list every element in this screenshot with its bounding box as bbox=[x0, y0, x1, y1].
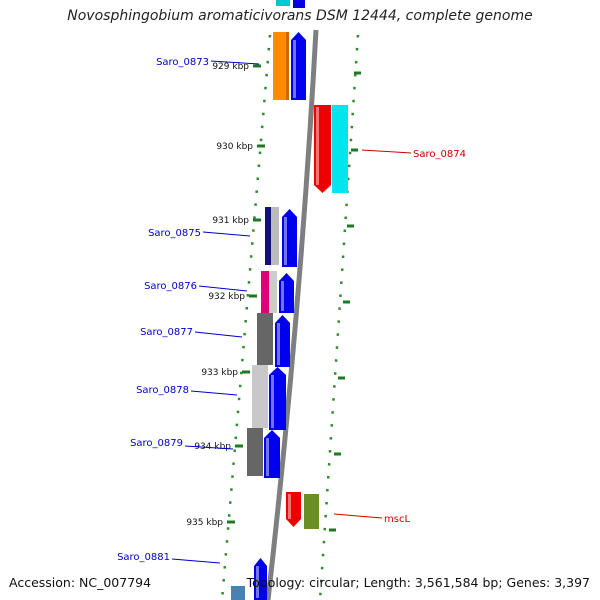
gene-label: Saro_0881 bbox=[117, 552, 170, 563]
gene-label: Saro_0873 bbox=[156, 57, 209, 68]
gene-arrow-0874 bbox=[314, 105, 331, 193]
gene-leader-line bbox=[202, 231, 251, 237]
gene-arrow-0879 bbox=[264, 430, 280, 478]
gene-leader-line bbox=[210, 60, 260, 65]
gene-leader-line bbox=[184, 445, 234, 450]
gene-block-0873-shade bbox=[286, 32, 289, 100]
gene-arrow-0876-shine bbox=[281, 281, 284, 311]
gene-arrow-0875 bbox=[282, 209, 297, 267]
kbp-tick-label: 933 kbp bbox=[201, 368, 238, 378]
kbp-tick-label: 935 kbp bbox=[186, 518, 223, 528]
gene-block-0873-orange bbox=[273, 32, 289, 100]
accession-text: Accession: NC_007794 bbox=[9, 575, 152, 590]
kbp-tick-label: 931 kbp bbox=[212, 216, 249, 226]
gene-arrow-mscl bbox=[286, 492, 301, 527]
gene-label: Saro_0874 bbox=[413, 149, 466, 160]
gene-leader-line bbox=[333, 513, 383, 519]
gene-block-0875-grey bbox=[271, 207, 279, 265]
gene-label: Saro_0876 bbox=[144, 281, 197, 292]
gene-leader-line bbox=[194, 331, 243, 338]
gene-arrow-0874-shine bbox=[316, 107, 319, 185]
gene-label: Saro_0878 bbox=[136, 385, 189, 396]
gene-block-0874-cyan bbox=[332, 105, 348, 193]
gene-arrow-0875-shine bbox=[284, 217, 287, 265]
gene-block-top-cyan bbox=[276, 0, 290, 6]
genome-summary-text: Topology: circular; Length: 3,561,584 bp… bbox=[246, 575, 590, 590]
gene-label: Saro_0875 bbox=[148, 228, 201, 239]
gene-block-mscl-olive bbox=[304, 494, 319, 529]
backbone-line bbox=[265, 29, 319, 600]
gene-block-0875-dark bbox=[265, 207, 271, 265]
gene-block-bottom-steel bbox=[231, 586, 245, 600]
kbp-tick-label: 934 kbp bbox=[194, 442, 231, 452]
kbp-tick-label: 929 kbp bbox=[212, 62, 249, 72]
gene-arrow-0873-shine bbox=[293, 40, 296, 98]
gene-arrow-0878-shine bbox=[271, 375, 274, 428]
gene-leader-line bbox=[171, 558, 221, 564]
gene-label: Saro_0877 bbox=[140, 327, 193, 338]
gene-block-0879-grey bbox=[247, 428, 263, 476]
gene-arrow-0873 bbox=[291, 32, 306, 100]
gene-arrow-0877-shine bbox=[277, 323, 280, 365]
gene-block-0876-grey bbox=[269, 271, 277, 313]
gene-leader-line bbox=[361, 149, 412, 154]
map-title: Novosphingobium aromaticivorans DSM 1244… bbox=[67, 8, 533, 24]
gene-arrow-mscl-shine bbox=[288, 494, 291, 519]
gene-arrow-0876 bbox=[279, 273, 294, 313]
gene-block-0877-grey bbox=[257, 313, 273, 365]
gene-block-0878-grey bbox=[252, 365, 268, 428]
gene-leader-line bbox=[198, 285, 248, 292]
gene-block-top-blue bbox=[293, 0, 305, 8]
gene-leader-line bbox=[190, 390, 238, 396]
gene-label: Saro_0879 bbox=[130, 438, 183, 449]
gene-arrow-0881 bbox=[254, 558, 267, 600]
kbp-tick-label: 932 kbp bbox=[208, 292, 245, 302]
gene-arrow-0877 bbox=[275, 315, 290, 367]
gene-block-0876-pink bbox=[261, 271, 269, 313]
kbp-tick-label: 930 kbp bbox=[216, 142, 253, 152]
gene-arrow-0878 bbox=[269, 367, 286, 430]
gene-arrow-0881-shine bbox=[256, 566, 259, 598]
gene-arrow-0879-shine bbox=[266, 438, 269, 476]
gene-label: mscL bbox=[384, 514, 410, 525]
